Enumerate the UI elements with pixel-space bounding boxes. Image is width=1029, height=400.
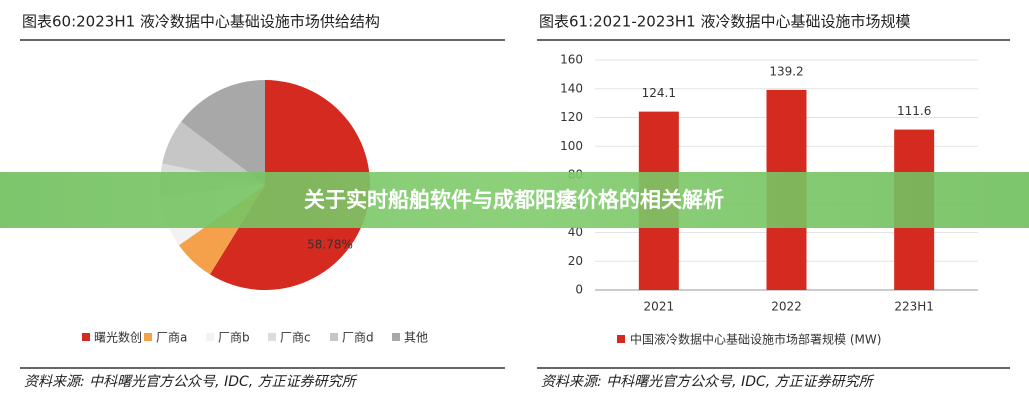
legend-label: 厂商d (342, 330, 374, 345)
legend-swatch (82, 333, 90, 341)
chart-title: 图表61:2021-2023H1 液冷数据中心基础设施市场规模 (539, 13, 911, 31)
source: 资料来源: 中科曙光官方公众号, IDC, 方正证券研究所 (24, 374, 358, 390)
legend-label: 厂商c (280, 330, 311, 345)
data-label: 111.6 (897, 104, 931, 118)
legend-swatch (206, 333, 214, 341)
pie-slice (181, 80, 265, 185)
y-tick-label: 160 (560, 53, 583, 67)
legend-swatch (144, 333, 152, 341)
legend-label: 中国液冷数据中心基础设施市场部署规模 (MW) (630, 332, 881, 347)
y-tick-label: 140 (560, 81, 583, 95)
legend-swatch (392, 333, 400, 341)
legend-label: 厂商a (156, 330, 187, 345)
x-tick-label: 2022 (771, 300, 802, 314)
pie-slice (162, 121, 265, 185)
y-tick-label: 100 (560, 139, 583, 153)
legend-label: 曙光数创 (94, 330, 142, 345)
chart-title: 图表60:2023H1 液冷数据中心基础设施市场供给结构 (22, 13, 380, 31)
legend-swatch (268, 333, 276, 341)
legend-swatch (330, 333, 338, 341)
y-tick-label: 120 (560, 110, 583, 124)
data-label: 58.78% (307, 238, 353, 252)
source: 资料来源: 中科曙光官方公众号, IDC, 方正证券研究所 (541, 374, 875, 390)
data-label: 124.1 (642, 86, 676, 100)
banner-title: 关于实时船舶软件与成都阳痿价格的相关解析 (304, 188, 724, 212)
data-label: 139.2 (769, 64, 803, 78)
banner-background (0, 172, 1029, 228)
x-tick-label: 223H1 (894, 300, 934, 314)
legend-swatch (617, 335, 625, 343)
x-tick-label: 2021 (644, 300, 675, 314)
legend-label: 其他 (404, 331, 428, 345)
y-tick-label: 40 (568, 225, 583, 239)
legend-label: 厂商b (218, 330, 250, 345)
y-tick-label: 20 (568, 254, 583, 268)
y-tick-label: 0 (575, 283, 583, 297)
